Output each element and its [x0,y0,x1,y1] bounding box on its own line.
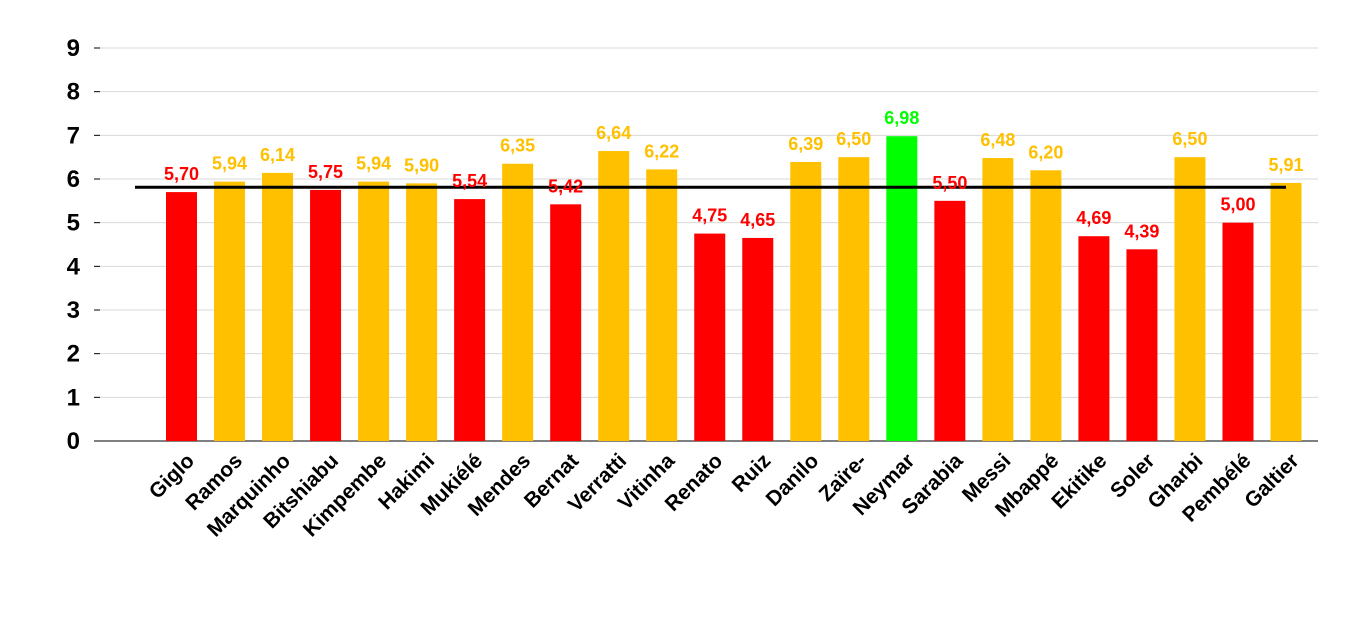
data-label: 5,50 [932,173,967,193]
x-tick-label: Ekitike [1047,449,1111,513]
bar-giglo [166,192,197,441]
x-tick-label: Danilo [762,449,824,511]
y-tick-label: 5 [67,210,80,237]
bar-soler [1126,249,1158,441]
bar-mukil [454,199,486,441]
data-label: 6,14 [260,145,295,165]
y-tick-label: 2 [67,341,80,368]
bar-danilo [790,161,822,441]
y-tick-label: 1 [67,384,80,411]
bar-marquinho [262,172,294,442]
y-tick-label: 8 [67,79,80,106]
bar-gharbi [1174,157,1206,441]
y-tick-label: 3 [67,297,80,324]
data-label: 5,94 [356,154,391,174]
bars [166,136,1302,442]
bar-hakimi [406,183,438,441]
y-tick-label: 6 [67,166,80,193]
bar-messi [982,158,1014,442]
data-labels: 5,70 5,94 6,14 5,75 5,94 5,90 5,54 6,35 5,42 6,64… [164,108,1304,241]
data-label: 4,39 [1124,221,1159,241]
bar-neymar [886,136,918,441]
data-label: 5,54 [452,171,487,191]
data-label: 6,48 [980,130,1015,150]
bar-kimpembe [358,181,390,441]
bar-ramos [214,181,246,441]
data-label: 5,75 [308,162,343,182]
data-label: 5,00 [1220,195,1255,215]
data-label: 4,69 [1076,208,1111,228]
y-tick-label: 9 [67,35,80,62]
x-tick-label: Galtier [1240,449,1303,512]
data-label: 5,94 [212,154,247,174]
bar-zare [838,157,870,441]
data-label: 5,70 [164,164,199,184]
data-label: 5,42 [548,176,583,196]
data-label: 6,50 [836,129,871,149]
x-axis-labels: GigloRamosMarquinhoBitshiabuKimpembeHaki… [145,449,1304,541]
bar-mbapp [1030,170,1062,441]
bar-mendes [502,163,534,441]
data-label: 6,22 [644,141,679,161]
data-label: 6,20 [1028,142,1063,162]
data-label: 6,98 [884,108,919,128]
bar-sarabia [934,200,966,441]
data-label: 5,90 [404,155,439,175]
y-tick-label: 4 [67,253,81,280]
bar-galtier [1270,182,1302,441]
data-label: 4,65 [740,210,775,230]
bar-bitshiabu [310,189,342,441]
bar-ruiz [742,237,774,441]
y-tick-label: 0 [67,428,80,455]
bar-ekitike [1078,236,1110,441]
bar-vitinha [646,169,678,442]
bar-pembl [1222,222,1254,441]
data-label: 4,75 [692,206,727,226]
data-label: 5,91 [1268,155,1303,175]
y-tick-label: 7 [67,122,80,149]
bar-bernat [550,204,582,441]
bar-renato [694,233,726,441]
bar-verratti [598,151,630,441]
y-axis-ticks: 0 1 2 3 4 5 6 7 8 9 [67,35,81,455]
data-label: 6,35 [500,136,535,156]
data-label: 6,39 [788,134,823,154]
data-label: 6,64 [596,123,631,143]
data-label: 6,50 [1172,129,1207,149]
